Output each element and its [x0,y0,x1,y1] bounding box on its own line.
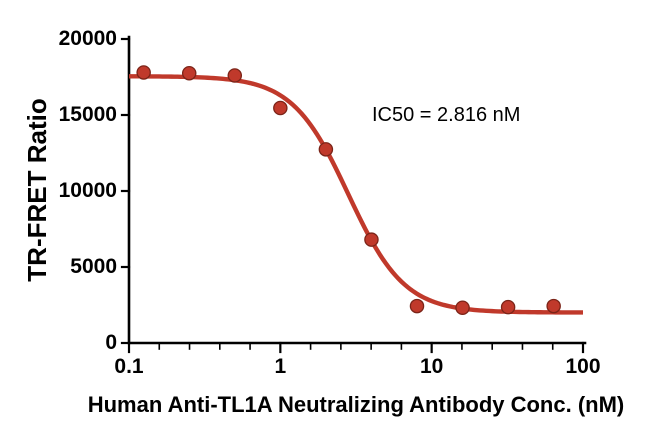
svg-text:20000: 20000 [59,27,117,50]
svg-text:100: 100 [565,355,600,378]
svg-text:10000: 10000 [59,179,117,202]
svg-text:0: 0 [105,331,117,354]
svg-text:TR-FRET Ratio: TR-FRET Ratio [22,98,52,281]
svg-text:1: 1 [274,355,286,378]
svg-text:IC50 = 2.816 nM: IC50 = 2.816 nM [372,104,520,126]
svg-text:5000: 5000 [70,255,117,278]
svg-text:0.1: 0.1 [114,355,144,378]
svg-text:15000: 15000 [59,103,117,126]
svg-text:10: 10 [420,355,443,378]
svg-text:Human Anti-TL1A Neutralizing A: Human Anti-TL1A Neutralizing Antibody Co… [88,392,625,417]
